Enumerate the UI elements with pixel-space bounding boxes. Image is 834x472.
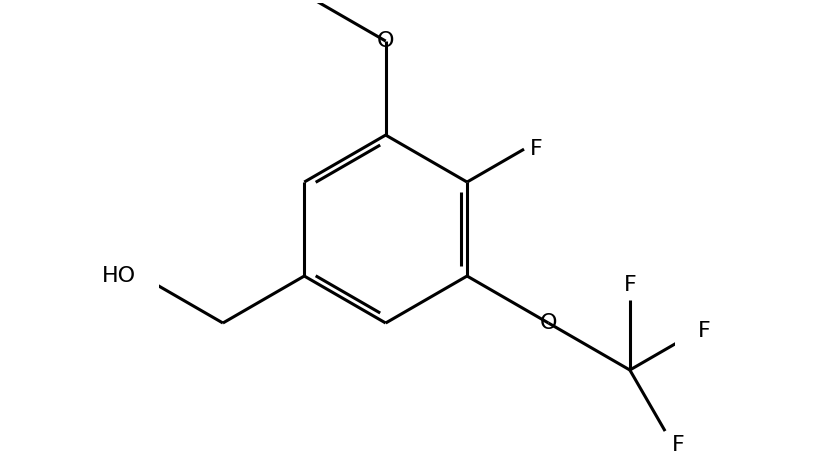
Text: F: F [530, 139, 542, 159]
Text: F: F [624, 275, 636, 295]
Text: HO: HO [102, 266, 136, 286]
Text: O: O [377, 31, 394, 51]
Text: F: F [672, 435, 685, 455]
Text: F: F [698, 321, 711, 341]
Text: O: O [540, 313, 557, 333]
